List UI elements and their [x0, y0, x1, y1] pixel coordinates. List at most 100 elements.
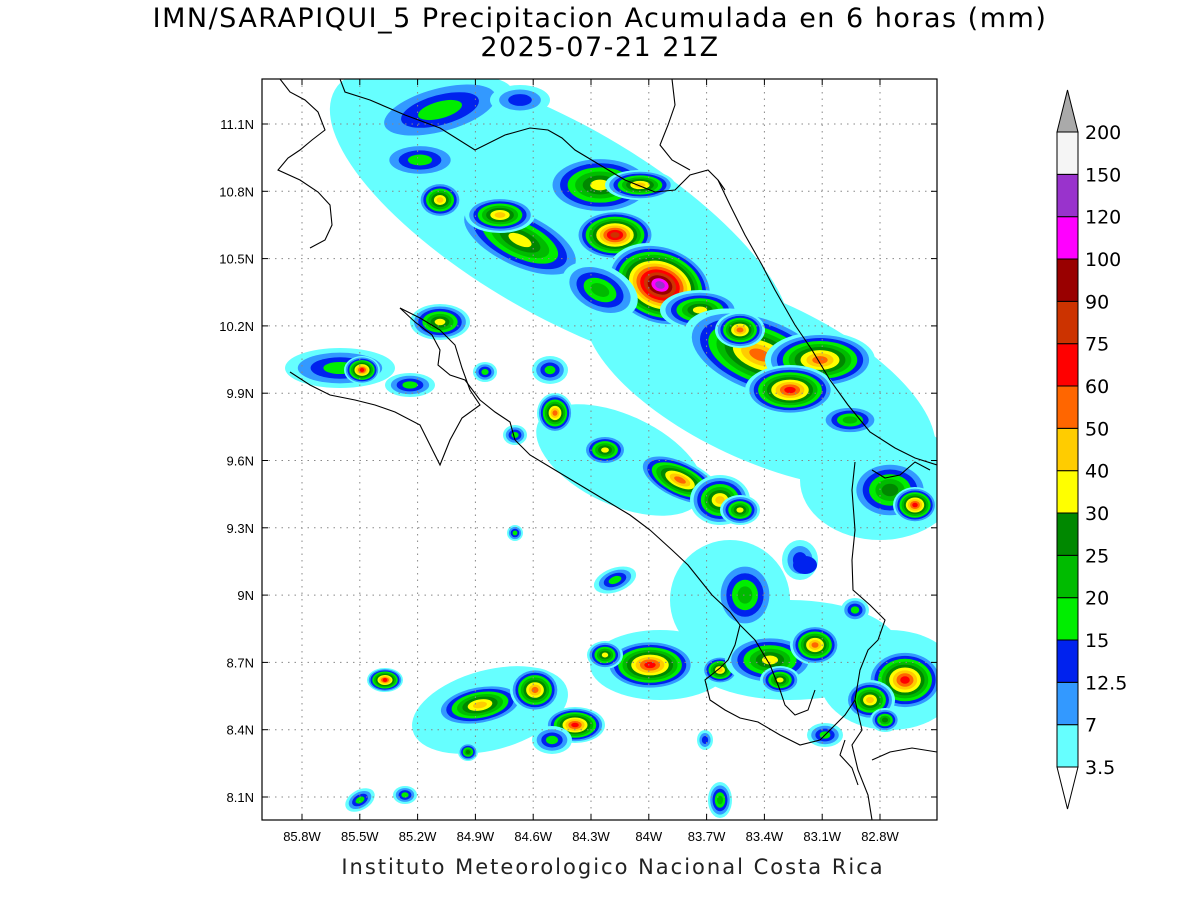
precip-contour — [512, 530, 518, 536]
lat-tick-label: 10.8N — [219, 184, 254, 199]
bocas-coast — [871, 461, 931, 479]
precip-cell — [605, 170, 675, 200]
precip-cell — [841, 598, 869, 622]
precip-contour — [608, 575, 622, 585]
longitude-labels: 85.8W 85.5W 85.2W 84.9W 84.6W 84.3W 84W 83.7W 83… — [283, 79, 900, 844]
precip-contour — [434, 318, 446, 326]
latitude-labels: 11.1N 10.8N 10.5N 10.2N 9.9N 9.6N 9.3N 9N 8.7N 8.… — [219, 117, 937, 805]
precip-cell — [367, 668, 403, 692]
precip-cell — [593, 566, 637, 594]
precip-cell — [410, 304, 470, 340]
osa-peninsula — [704, 667, 856, 746]
precip-contour — [417, 99, 463, 121]
precip-contour — [508, 94, 532, 106]
lat-tick-label: 10.5N — [219, 252, 254, 267]
precip-cell — [367, 79, 513, 144]
colorbar-over-triangle — [1056, 89, 1079, 133]
precip-contour — [531, 686, 539, 694]
colorbar-swatch — [1056, 639, 1079, 683]
precip-cell — [870, 708, 900, 732]
colorbar-level-label: 30 — [1085, 503, 1109, 525]
precip-cell — [345, 788, 375, 812]
colorbar-level-label: 200 — [1085, 122, 1121, 144]
colorbar-swatch — [1056, 258, 1079, 302]
precip-contour — [359, 368, 365, 372]
precip-contour — [842, 416, 858, 424]
colorbar-level-label: 60 — [1085, 376, 1109, 398]
lon-tick-label: 83.7W — [688, 829, 726, 844]
plot-frame — [261, 78, 938, 821]
precip-contour — [812, 356, 828, 364]
lat-tick-label: 8.1N — [227, 790, 254, 805]
colorbar-level-label: 40 — [1085, 461, 1109, 483]
precip-cell — [344, 356, 380, 384]
precip-contour — [715, 496, 725, 504]
precip-contour — [881, 483, 899, 497]
precip-contour — [850, 606, 860, 614]
precip-contour — [717, 795, 723, 805]
precip-cell — [820, 405, 880, 435]
colorbar-swatch — [1056, 131, 1079, 175]
precip-contour — [601, 652, 609, 658]
precip-contour — [737, 586, 753, 604]
caribbean-coast — [717, 179, 937, 466]
colorbar-level-label: 20 — [1085, 588, 1109, 610]
lon-tick-label: 85.8W — [283, 829, 321, 844]
lat-tick-label: 11.1N — [220, 117, 254, 132]
colorbar-level-label: 100 — [1085, 249, 1121, 271]
precip-cell — [418, 182, 462, 218]
precip-contour — [473, 701, 487, 709]
precip-cell — [790, 625, 840, 665]
precip-cell — [393, 786, 417, 804]
lon-tick-label: 85.5W — [341, 829, 379, 844]
colorbar-swatch — [1056, 597, 1079, 641]
precip-cell — [583, 435, 627, 465]
nicaragua-border — [339, 79, 726, 193]
gridlines — [262, 79, 937, 820]
precip-contour — [900, 676, 910, 684]
lon-tick-label: 82.8W — [861, 829, 899, 844]
precip-cell — [720, 495, 760, 525]
precip-cell — [697, 730, 713, 750]
lon-tick-label: 83.1W — [803, 829, 841, 844]
colorbar-level-label: 25 — [1085, 545, 1109, 567]
precip-contour — [402, 381, 418, 389]
precip-cell — [605, 640, 695, 690]
lon-tick-label: 84.9W — [457, 829, 495, 844]
panama-pacific-coast — [871, 747, 937, 761]
precip-contour — [401, 792, 409, 798]
precip-contour — [494, 212, 506, 218]
precip-contour — [355, 796, 365, 804]
colorbar-level-label: 3.5 — [1085, 757, 1115, 779]
burica-peninsula — [839, 739, 859, 786]
precip-contour — [692, 306, 708, 314]
colorbar-swatch — [1056, 343, 1079, 387]
colorbar-level-label: 50 — [1085, 418, 1109, 440]
precip-contour — [811, 642, 819, 648]
precip-cell — [532, 726, 572, 754]
precip-contour — [382, 678, 388, 682]
precip-cell — [562, 261, 638, 319]
colorbar-swatch — [1056, 724, 1079, 768]
precip-contour — [481, 368, 489, 376]
panama-border — [851, 461, 886, 820]
colorbar-swatch — [1056, 300, 1079, 345]
colorbar-swatch — [1056, 385, 1079, 429]
precip-contour — [436, 197, 444, 203]
colorbar-under-triangle — [1056, 766, 1079, 810]
precip-cell — [745, 365, 835, 415]
precip-contour — [465, 750, 471, 754]
colorbar-swatch — [1056, 216, 1079, 260]
precip-contour — [881, 717, 889, 723]
precip-cell — [473, 362, 497, 382]
colorbar-level-label: 7 — [1085, 715, 1097, 737]
colorbar-level-label: 120 — [1085, 207, 1121, 229]
precip-contour — [736, 507, 744, 513]
map-title: IMN/SARAPIQUI_5 Precipitacion Acumulada … — [152, 3, 1048, 34]
colorbar-swatch — [1056, 512, 1079, 556]
precip-contour — [644, 661, 656, 669]
precip-contour — [544, 365, 556, 375]
colorbar-swatch — [1056, 470, 1079, 514]
lon-tick-label: 84.3W — [572, 829, 610, 844]
